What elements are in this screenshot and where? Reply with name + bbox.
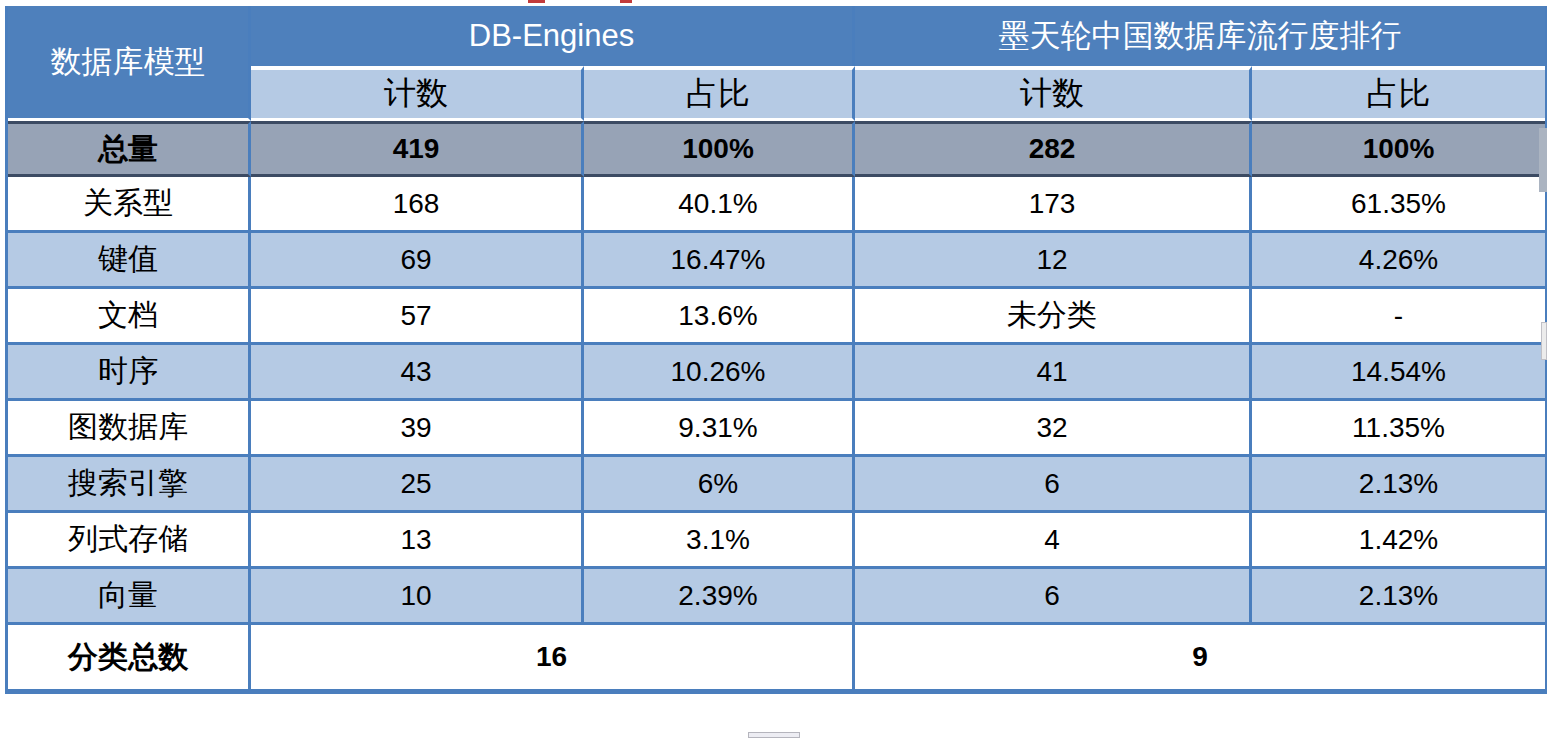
model-label: 图数据库 xyxy=(8,401,251,457)
database-model-comparison-screenshot: 数据库模型 DB-Engines 墨天轮中国数据库流行度排行 计数 占比 计数 … xyxy=(0,0,1547,738)
model-label: 向量 xyxy=(8,569,251,625)
sub-header-de-count: 计数 xyxy=(251,66,584,121)
mt-share-cell: 2.13% xyxy=(1252,569,1545,625)
mt-share-cell: 61.35% xyxy=(1252,177,1545,233)
row-vector: 向量 10 2.39% 6 2.13% xyxy=(8,569,1545,625)
group-header-row: 数据库模型 DB-Engines 墨天轮中国数据库流行度排行 xyxy=(8,6,1545,66)
mt-share-cell: 1.42% xyxy=(1252,513,1545,569)
mt-category-total-cell: 9 xyxy=(855,625,1545,689)
model-label: 时序 xyxy=(8,345,251,401)
model-label: 文档 xyxy=(8,289,251,345)
mt-share-cell: 4.26% xyxy=(1252,233,1545,289)
row-column-store: 列式存储 13 3.1% 4 1.42% xyxy=(8,513,1545,569)
row-key-value: 键值 69 16.47% 12 4.26% xyxy=(8,233,1545,289)
de-count-cell: 168 xyxy=(251,177,584,233)
mt-share-cell: - xyxy=(1252,289,1545,345)
corner-header-cell: 数据库模型 xyxy=(8,6,251,121)
de-category-total-cell: 16 xyxy=(251,625,855,689)
de-count-cell: 25 xyxy=(251,457,584,513)
mt-share-cell: 11.35% xyxy=(1252,401,1545,457)
de-share-cell: 2.39% xyxy=(584,569,855,625)
mt-count-cell: 12 xyxy=(855,233,1252,289)
gray-row-overhang-artifact xyxy=(1539,128,1547,192)
de-share-cell: 16.47% xyxy=(584,233,855,289)
de-count-cell: 69 xyxy=(251,233,584,289)
group-header-db-engines: DB-Engines xyxy=(251,6,855,66)
model-label: 总量 xyxy=(8,121,251,177)
de-share-cell: 3.1% xyxy=(584,513,855,569)
de-share-cell: 100% xyxy=(584,121,855,177)
de-count-cell: 39 xyxy=(251,401,584,457)
sub-header-mt-share: 占比 xyxy=(1252,66,1545,121)
row-document: 文档 57 13.6% 未分类 - xyxy=(8,289,1545,345)
de-share-cell: 13.6% xyxy=(584,289,855,345)
mt-count-cell: 173 xyxy=(855,177,1252,233)
model-label: 搜索引擎 xyxy=(8,457,251,513)
red-underline-artifact xyxy=(620,0,632,3)
mt-count-cell: 41 xyxy=(855,345,1252,401)
model-label: 列式存储 xyxy=(8,513,251,569)
mt-share-cell: 100% xyxy=(1252,121,1545,177)
row-relational: 关系型 168 40.1% 173 61.35% xyxy=(8,177,1545,233)
de-count-cell: 13 xyxy=(251,513,584,569)
de-share-cell: 40.1% xyxy=(584,177,855,233)
mt-count-cell: 282 xyxy=(855,121,1252,177)
mt-count-cell: 32 xyxy=(855,401,1252,457)
row-search-engine: 搜索引擎 25 6% 6 2.13% xyxy=(8,457,1545,513)
model-label: 分类总数 xyxy=(8,625,251,689)
de-count-cell: 419 xyxy=(251,121,584,177)
row-total: 总量 419 100% 282 100% xyxy=(8,121,1545,177)
mt-count-cell: 6 xyxy=(855,457,1252,513)
de-share-cell: 6% xyxy=(584,457,855,513)
mt-share-cell: 14.54% xyxy=(1252,345,1545,401)
scrollbar-fragment-artifact xyxy=(1541,322,1547,360)
sub-header-mt-count: 计数 xyxy=(855,66,1252,121)
group-header-modb: 墨天轮中国数据库流行度排行 xyxy=(855,6,1545,66)
mt-count-cell: 未分类 xyxy=(855,289,1252,345)
de-count-cell: 57 xyxy=(251,289,584,345)
de-share-cell: 9.31% xyxy=(584,401,855,457)
row-category-total: 分类总数 16 9 xyxy=(8,625,1545,689)
de-count-cell: 43 xyxy=(251,345,584,401)
sub-header-de-share: 占比 xyxy=(584,66,855,121)
mt-count-cell: 4 xyxy=(855,513,1252,569)
de-count-cell: 10 xyxy=(251,569,584,625)
mt-count-cell: 6 xyxy=(855,569,1252,625)
de-share-cell: 10.26% xyxy=(584,345,855,401)
row-time-series: 时序 43 10.26% 41 14.54% xyxy=(8,345,1545,401)
db-model-comparison-table: 数据库模型 DB-Engines 墨天轮中国数据库流行度排行 计数 占比 计数 … xyxy=(5,6,1547,694)
row-graph: 图数据库 39 9.31% 32 11.35% xyxy=(8,401,1545,457)
model-label: 关系型 xyxy=(8,177,251,233)
scrollbar-fragment-artifact xyxy=(748,732,800,738)
model-label: 键值 xyxy=(8,233,251,289)
mt-share-cell: 2.13% xyxy=(1252,457,1545,513)
red-underline-artifact xyxy=(528,0,545,3)
